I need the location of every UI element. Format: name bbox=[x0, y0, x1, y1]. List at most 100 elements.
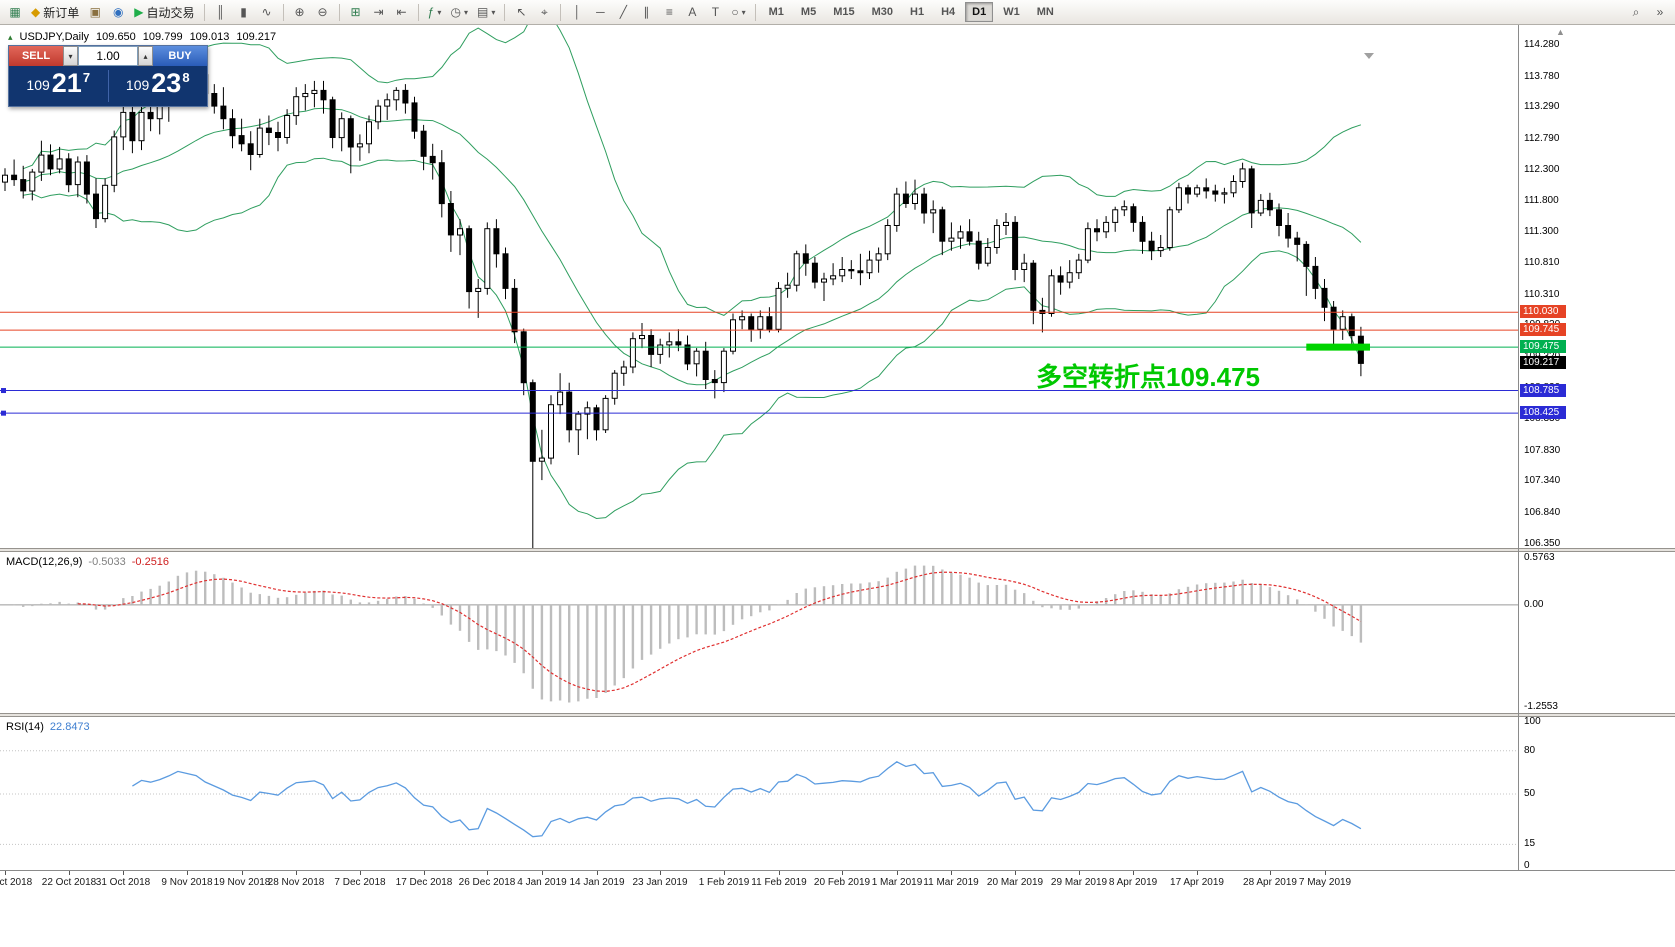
ohlc-close: 109.217 bbox=[236, 31, 277, 43]
auto-scroll-icon[interactable]: ⇥ bbox=[368, 2, 390, 23]
channel-icon-glyph: ∥ bbox=[643, 5, 650, 19]
time-label: 12 Oct 2018 bbox=[0, 877, 33, 888]
buy-button[interactable]: BUY bbox=[153, 46, 207, 66]
period-button-d1[interactable]: D1 bbox=[965, 2, 994, 22]
horizontal-line-icon-glyph: ─ bbox=[596, 5, 605, 19]
autotrading-button-glyph: ▶ bbox=[134, 5, 144, 19]
crosshair-icon[interactable]: ⌖ bbox=[533, 2, 555, 23]
one-click-trading-panel: SELL ▾ ▴ BUY 109 21 7 109 23 8 bbox=[8, 45, 208, 107]
period-button-mn[interactable]: MN bbox=[1036, 6, 1054, 18]
overflow-chevron-icon[interactable]: » bbox=[1649, 2, 1671, 23]
templates-dropdown-glyph: ▤ bbox=[477, 5, 489, 19]
time-label: 28 Nov 2018 bbox=[267, 877, 325, 888]
time-label: 20 Feb 2019 bbox=[813, 877, 871, 888]
vertical-line-icon-glyph: │ bbox=[573, 5, 582, 19]
time-label: 17 Apr 2019 bbox=[1170, 877, 1224, 888]
timeframes-dropdown[interactable]: ◷ ▾ bbox=[447, 2, 473, 23]
macd-main-value: -0.5033 bbox=[88, 556, 126, 568]
chevron-down-icon: ▾ bbox=[463, 7, 468, 17]
zoom-in-icon[interactable]: ⊕ bbox=[289, 2, 311, 23]
period-button-h1[interactable]: H1 bbox=[910, 6, 925, 18]
channel-icon[interactable]: ∥ bbox=[635, 2, 657, 23]
panel-splitter[interactable] bbox=[0, 713, 1675, 717]
triangle-down-icon: ▾ bbox=[68, 51, 73, 61]
vertical-line-icon[interactable]: │ bbox=[566, 2, 588, 23]
macd-panel[interactable]: MACD(12,26,9) -0.5033 -0.2516 bbox=[0, 552, 1675, 713]
axis-separator bbox=[1518, 25, 1519, 870]
candlestick-chart-icon-glyph: ▮ bbox=[240, 5, 247, 19]
screenshot-icon[interactable]: ▣ bbox=[84, 2, 106, 23]
zoom-out-icon[interactable]: ⊖ bbox=[312, 2, 334, 23]
chart-shift-icon[interactable]: ⇤ bbox=[391, 2, 413, 23]
period-button-w1[interactable]: W1 bbox=[1003, 6, 1020, 18]
rsi-canvas[interactable] bbox=[0, 717, 1518, 870]
triangle-up-icon: ▴ bbox=[143, 51, 148, 61]
panel-splitter[interactable] bbox=[0, 548, 1675, 552]
text-icon[interactable]: A bbox=[681, 2, 703, 23]
line-chart-icon-glyph: ∿ bbox=[261, 5, 272, 19]
time-label: 7 Dec 2018 bbox=[334, 877, 386, 888]
chart-window-icon-glyph: ▦ bbox=[9, 5, 21, 19]
period-button-m30[interactable]: M30 bbox=[871, 6, 893, 18]
volume-decrease-button[interactable]: ▾ bbox=[63, 46, 78, 66]
tile-windows-icon[interactable]: ⊞ bbox=[345, 2, 367, 23]
buy-price-pips: 23 bbox=[151, 68, 182, 99]
period-button-m15[interactable]: M15 bbox=[833, 6, 855, 18]
price-chart-canvas[interactable] bbox=[0, 25, 1518, 548]
buy-price[interactable]: 109 23 8 bbox=[109, 68, 208, 100]
search-icon[interactable]: ⌕ bbox=[1625, 2, 1647, 23]
sell-price-pipette: 7 bbox=[82, 69, 91, 85]
indicators-dropdown[interactable]: ƒ ▾ bbox=[424, 2, 446, 23]
chart-shift-icon-glyph: ⇤ bbox=[396, 5, 407, 19]
zoom-in-icon-glyph: ⊕ bbox=[294, 5, 305, 19]
volume-increase-button[interactable]: ▴ bbox=[138, 46, 153, 66]
time-label: 9 Nov 2018 bbox=[161, 877, 213, 888]
sell-button[interactable]: SELL bbox=[9, 46, 63, 66]
bar-chart-icon[interactable]: ║ bbox=[210, 2, 232, 23]
time-label: 29 Mar 2019 bbox=[1050, 877, 1108, 888]
shapes-dropdown[interactable]: ○ ▾ bbox=[727, 2, 749, 23]
symbol-info: ▴ USDJPY,Daily 109.650 109.799 109.013 1… bbox=[8, 31, 276, 43]
period-button-m1[interactable]: M1 bbox=[768, 6, 784, 18]
shapes-dropdown-glyph: ○ bbox=[731, 5, 739, 19]
sell-price[interactable]: 109 21 7 bbox=[9, 69, 108, 100]
search-icon-glyph: ⌕ bbox=[1632, 5, 1640, 19]
period-button-h4[interactable]: H4 bbox=[941, 6, 956, 18]
fibonacci-icon[interactable]: ≡ bbox=[658, 2, 680, 23]
new-order-button-glyph: ◆ bbox=[31, 5, 41, 19]
line-chart-icon[interactable]: ∿ bbox=[256, 2, 278, 23]
candlestick-chart-icon[interactable]: ▮ bbox=[233, 2, 255, 23]
label-icon[interactable]: T bbox=[704, 2, 726, 23]
autotrading-button[interactable]: ▶ 自动交易 bbox=[130, 2, 198, 23]
cursor-icon[interactable]: ↖ bbox=[510, 2, 532, 23]
overflow-chevron-icon-glyph: » bbox=[1656, 5, 1664, 19]
rsi-value: 22.8473 bbox=[49, 721, 90, 733]
time-label: 1 Feb 2019 bbox=[698, 877, 750, 888]
auto-scroll-icon-glyph: ⇥ bbox=[373, 5, 384, 19]
ohlc-low: 109.013 bbox=[189, 31, 230, 43]
horizontal-line-icon[interactable]: ─ bbox=[589, 2, 611, 23]
price-axis-scale[interactable] bbox=[1519, 25, 1675, 870]
time-label: 17 Dec 2018 bbox=[395, 877, 453, 888]
trendline-icon[interactable]: ╱ bbox=[612, 2, 634, 23]
time-label: 20 Mar 2019 bbox=[986, 877, 1044, 888]
period-button-m5[interactable]: M5 bbox=[800, 6, 817, 18]
templates-dropdown[interactable]: ▤ ▾ bbox=[473, 2, 499, 23]
buy-price-prefix: 109 bbox=[125, 76, 150, 93]
macd-canvas[interactable] bbox=[0, 552, 1518, 713]
time-label: 14 Jan 2019 bbox=[569, 877, 625, 888]
price-chart-panel[interactable]: ▴ USDJPY,Daily 109.650 109.799 109.013 1… bbox=[0, 25, 1675, 548]
rsi-panel[interactable]: RSI(14) 22.8473 bbox=[0, 717, 1675, 870]
scroll-up-icon[interactable]: ▲ bbox=[1556, 27, 1565, 37]
time-label: 31 Oct 2018 bbox=[95, 877, 151, 888]
community-icon[interactable]: ◉ bbox=[107, 2, 129, 23]
ohlc-high: 109.799 bbox=[142, 31, 183, 43]
rsi-name: RSI(14) bbox=[6, 721, 44, 733]
bar-chart-icon-glyph: ║ bbox=[216, 5, 225, 19]
new-order-button[interactable]: ◆ 新订单 bbox=[27, 2, 83, 23]
symbol-name: USDJPY,Daily bbox=[19, 31, 90, 43]
chart-window-icon[interactable]: ▦ bbox=[4, 2, 26, 23]
volume-input[interactable] bbox=[78, 46, 138, 66]
